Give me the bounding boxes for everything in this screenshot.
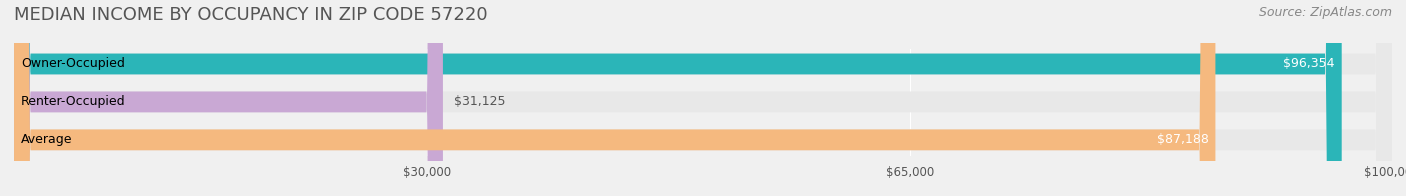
Text: $96,354: $96,354	[1284, 57, 1334, 71]
Text: $31,125: $31,125	[454, 95, 505, 108]
FancyBboxPatch shape	[14, 0, 1392, 196]
FancyBboxPatch shape	[14, 0, 443, 196]
Text: Renter-Occupied: Renter-Occupied	[21, 95, 125, 108]
FancyBboxPatch shape	[14, 0, 1341, 196]
Text: $87,188: $87,188	[1157, 133, 1209, 146]
Text: Owner-Occupied: Owner-Occupied	[21, 57, 125, 71]
FancyBboxPatch shape	[14, 0, 1215, 196]
Text: Source: ZipAtlas.com: Source: ZipAtlas.com	[1258, 6, 1392, 19]
Text: MEDIAN INCOME BY OCCUPANCY IN ZIP CODE 57220: MEDIAN INCOME BY OCCUPANCY IN ZIP CODE 5…	[14, 6, 488, 24]
FancyBboxPatch shape	[14, 0, 1392, 196]
Text: Average: Average	[21, 133, 73, 146]
FancyBboxPatch shape	[14, 0, 1392, 196]
